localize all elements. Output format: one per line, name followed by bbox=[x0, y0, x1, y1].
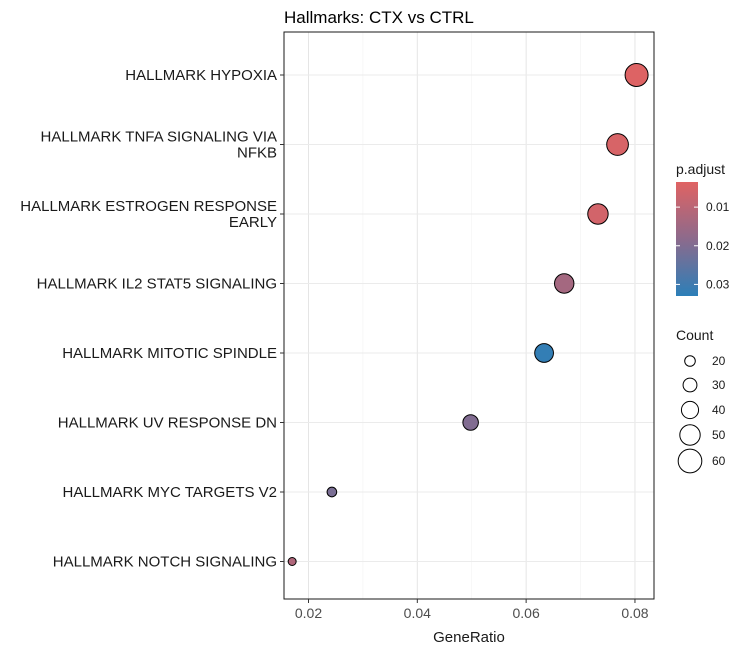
data-point bbox=[326, 486, 338, 498]
x-tick-label: 0.02 bbox=[295, 605, 322, 621]
data-point bbox=[554, 273, 575, 294]
size-legend-circle bbox=[684, 355, 696, 367]
x-axis-title: GeneRatio bbox=[433, 629, 505, 646]
y-tick-label: NFKB bbox=[237, 145, 277, 162]
size-legend-label: 30 bbox=[712, 378, 726, 392]
color-legend-label: 0.01 bbox=[706, 200, 730, 214]
y-tick-label: HALLMARK MITOTIC SPINDLE bbox=[62, 345, 277, 362]
size-legend-circle bbox=[679, 424, 701, 446]
data-point bbox=[462, 414, 479, 431]
y-tick-label: HALLMARK IL2 STAT5 SIGNALING bbox=[37, 276, 277, 293]
plot-panel: HALLMARK HYPOXIA HALLMARK TNFA SIGNALING … bbox=[20, 31, 655, 621]
size-legend-label: 50 bbox=[712, 428, 726, 442]
y-tick-label: HALLMARK HYPOXIA bbox=[125, 67, 277, 84]
data-point bbox=[287, 557, 297, 566]
size-legend-circle bbox=[680, 400, 700, 420]
legend: p.adjust 0.01 0.02 0.03 Count 20 30 40 50 60 bbox=[676, 161, 730, 474]
plot-border bbox=[283, 31, 655, 600]
y-tick-label: EARLY bbox=[229, 214, 277, 231]
y-tick-label: HALLMARK NOTCH SIGNALING bbox=[53, 554, 277, 571]
data-point bbox=[606, 133, 629, 156]
x-tick-label: 0.06 bbox=[513, 605, 540, 621]
data-point bbox=[624, 63, 649, 87]
color-legend-title: p.adjust bbox=[676, 161, 725, 177]
x-tick-label: 0.08 bbox=[621, 605, 648, 621]
chart-title: Hallmarks: CTX vs CTRL bbox=[284, 8, 474, 27]
y-tick-label: HALLMARK TNFA SIGNALING VIA bbox=[41, 129, 277, 146]
size-legend-label: 20 bbox=[712, 354, 726, 368]
size-legend-circle bbox=[682, 377, 698, 393]
color-legend-bar bbox=[676, 182, 698, 296]
size-legend-label: 40 bbox=[712, 403, 726, 417]
color-legend-label: 0.03 bbox=[706, 277, 730, 291]
size-legend-title: Count bbox=[676, 327, 713, 343]
y-tick-label: HALLMARK UV RESPONSE DN bbox=[58, 415, 277, 432]
y-tick-label: HALLMARK ESTROGEN RESPONSE bbox=[20, 198, 277, 215]
x-tick-label: 0.04 bbox=[404, 605, 431, 621]
plot-background bbox=[284, 32, 654, 599]
y-tick-label: HALLMARK MYC TARGETS V2 bbox=[63, 484, 278, 501]
size-legend-label: 60 bbox=[712, 454, 726, 468]
data-point bbox=[534, 343, 554, 363]
data-point bbox=[587, 203, 609, 225]
size-legend-circle bbox=[677, 448, 703, 474]
color-legend-label: 0.02 bbox=[706, 239, 730, 253]
